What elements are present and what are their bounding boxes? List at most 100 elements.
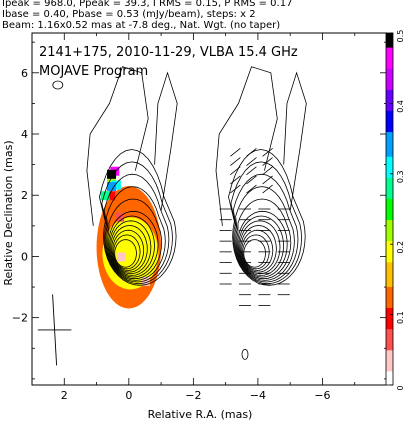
colorbar-swatch [386, 78, 393, 83]
colorbar-swatch [386, 286, 393, 291]
isolated-contour [52, 80, 64, 90]
colorbar-swatch [386, 43, 393, 48]
pol-pixel [100, 191, 110, 201]
colorbar-tick-label: 0.5 [396, 30, 405, 43]
colorbar-swatch [386, 40, 393, 45]
plot-frame [31, 32, 388, 386]
colorbar-swatch [386, 145, 393, 150]
y-tick-label: 4 [21, 128, 28, 141]
colorbar-swatch [386, 346, 393, 351]
colorbar-swatch [386, 135, 393, 140]
evpa-vectors [219, 148, 290, 306]
colorbar-swatch [386, 187, 393, 192]
colorbar-swatch [386, 54, 393, 59]
colorbar-frame [385, 32, 394, 386]
colorbar-swatch [386, 33, 393, 38]
colorbar-swatch [386, 156, 393, 161]
colorbar-swatch [386, 226, 393, 231]
colorbar-swatch [386, 304, 393, 309]
evpa-tick [262, 166, 273, 176]
contour-level [113, 234, 141, 270]
contour-level [237, 210, 288, 278]
colorbar-swatch [386, 159, 393, 164]
axis-ticks [32, 33, 387, 385]
evpa-tick [230, 148, 241, 157]
contour-level [114, 239, 137, 268]
colorbar: 0 0.1 0.2 0.3 0.4 0.5 [385, 30, 405, 391]
pol-pixel [111, 180, 121, 190]
colorbar-swatch [386, 110, 393, 115]
colorbar-swatch [386, 113, 393, 118]
colorbar-swatch [386, 103, 393, 108]
colorbar-swatch [386, 117, 393, 122]
colorbar-swatch [386, 289, 393, 294]
colorbar-swatch [386, 219, 393, 224]
colorbar-swatch [386, 47, 393, 52]
colorbar-swatch [386, 177, 393, 182]
colorbar-swatch [386, 173, 393, 178]
colorbar-swatch [386, 209, 393, 214]
colorbar-swatch [386, 230, 393, 235]
colorbar-swatch [386, 328, 393, 333]
x-tick-label: −2 [185, 389, 201, 402]
contour-level [107, 198, 163, 280]
evpa-tick [230, 175, 241, 185]
colorbar-swatch [386, 240, 393, 245]
colorbar-swatch [386, 152, 393, 157]
contour-level [110, 220, 152, 275]
colorbar-swatch [386, 131, 393, 136]
evpa-tick [246, 148, 257, 157]
evpa-tick [262, 148, 273, 157]
colorbar-swatch [386, 251, 393, 256]
contour-level [239, 220, 281, 275]
contour-level [109, 215, 155, 276]
beam-cross [37, 294, 72, 366]
colorbar-swatch [386, 166, 393, 171]
colorbar-swatch [386, 216, 393, 221]
x-tick-label: −4 [250, 389, 266, 402]
colorbar-swatch [386, 180, 393, 185]
y-tick-label: 6 [21, 67, 28, 80]
colorbar-swatch [386, 50, 393, 55]
colorbar-swatch [386, 82, 393, 87]
colorbar-swatch [386, 57, 393, 62]
contour-level [98, 149, 177, 286]
colorbar-swatch [386, 258, 393, 263]
pol-pixel [107, 169, 117, 179]
pol-pixel [116, 252, 126, 262]
colorbar-tick-label: 0 [396, 385, 405, 390]
evpa-tick [246, 175, 257, 185]
evpa-tick [262, 175, 273, 185]
evpa-tick [262, 157, 273, 166]
contour-level [235, 186, 295, 281]
colorbar-swatch [386, 282, 393, 287]
header-stats-line-2: Ibase = 0.40, Pbase = 0.53 (mJy/beam), s… [2, 9, 256, 20]
colorbar-swatch [386, 191, 393, 196]
contour-level [230, 161, 303, 285]
outer-contour [154, 71, 178, 211]
colorbar-swatch [386, 311, 393, 316]
colorbar-swatch [386, 268, 393, 273]
colorbar-swatch [386, 300, 393, 305]
colorbar-swatch [386, 349, 393, 354]
colorbar-swatch [386, 370, 393, 375]
colorbar-swatch [386, 36, 393, 41]
colorbar-swatch [386, 325, 393, 330]
colorbar-tick-label: 0.2 [396, 241, 405, 254]
colorbar-swatch [386, 244, 393, 249]
pol-pixel [108, 191, 118, 201]
colorbar-swatch [386, 89, 393, 94]
x-tick-label: 2 [61, 389, 68, 402]
contour-level [103, 173, 170, 283]
colorbar-swatch [386, 272, 393, 277]
contour-level [241, 229, 274, 271]
colorbar-swatch [386, 194, 393, 199]
colorbar-swatch [386, 99, 393, 104]
colorbar-swatch [386, 205, 393, 210]
colorbar-swatch [386, 254, 393, 259]
isolated-contour [241, 348, 249, 360]
y-tick-label: 0 [21, 250, 28, 263]
colorbar-swatch [386, 297, 393, 302]
colorbar-swatch [386, 223, 393, 228]
